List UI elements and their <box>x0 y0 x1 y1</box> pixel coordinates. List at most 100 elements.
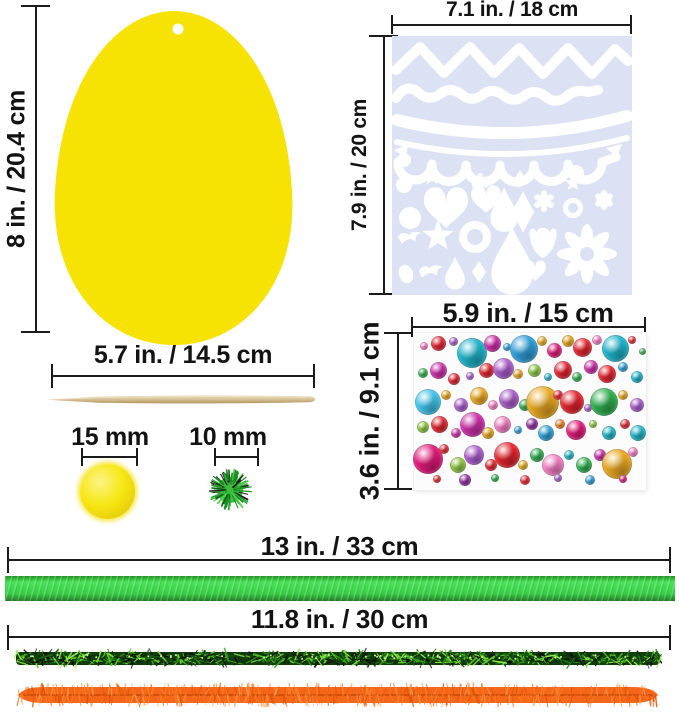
gem <box>464 445 484 465</box>
gem <box>466 372 474 380</box>
gem <box>538 425 554 441</box>
gem <box>492 357 514 379</box>
gem <box>560 390 584 414</box>
gem <box>618 390 628 400</box>
gem <box>592 335 602 345</box>
gem <box>602 426 616 440</box>
gem <box>584 360 598 374</box>
egg-hanging-hole <box>172 23 184 35</box>
gem <box>585 475 595 485</box>
green-pom-measure-tick-left <box>214 448 216 466</box>
gem <box>494 442 520 468</box>
pipe-cleaner-measure-tick-right <box>669 625 671 650</box>
gem-sheet-width-label: 5.9 in. / 15 cm <box>442 298 614 328</box>
gem <box>518 460 528 470</box>
yellow-egg-cutout <box>54 11 293 345</box>
gem <box>417 421 429 433</box>
gem <box>513 369 523 379</box>
gem <box>546 342 562 358</box>
stick-measure-tick-right <box>313 364 315 388</box>
egg-height-measure-line <box>35 6 37 333</box>
wooden-stick <box>47 395 315 404</box>
gem <box>537 336 547 346</box>
green-pom-measure-line <box>215 456 259 458</box>
gem <box>433 475 441 483</box>
gem-sheet-width-measure-tick-left <box>411 317 413 337</box>
green-tinsel-pipe-cleaner <box>14 647 662 669</box>
yellow-pom-measure-tick-right <box>136 448 138 466</box>
stencil-width-label: 7.1 in. / 18 cm <box>445 0 579 21</box>
gem <box>430 415 448 433</box>
gem <box>439 444 449 454</box>
gem <box>450 457 466 473</box>
stick-length-label: 5.7 in. / 14.5 cm <box>93 341 273 369</box>
gem-sheet <box>413 333 646 490</box>
stencil-width-measure-tick-left <box>391 15 393 34</box>
stencil-pattern <box>391 42 633 295</box>
gem <box>602 449 632 479</box>
gem <box>530 448 544 462</box>
gem <box>564 450 574 460</box>
egg-height-label: 8 in. / 20.4 cm <box>2 89 31 249</box>
gem <box>619 475 627 483</box>
stick-measure-tick-left <box>51 364 53 388</box>
gem <box>562 335 574 347</box>
gem <box>459 411 485 437</box>
gem <box>590 388 618 416</box>
gem <box>470 387 488 405</box>
gem <box>572 337 592 357</box>
gem <box>415 389 441 415</box>
gem <box>485 459 497 471</box>
gem-sheet-width-measure-line <box>412 326 646 328</box>
gem <box>544 373 552 381</box>
gem-sheet-height-measure-tick-bottom <box>384 488 412 490</box>
stencil-height-measure-tick-top <box>369 35 398 37</box>
pipe-cleaner-length-label: 11.8 in. / 30 cm <box>250 604 429 634</box>
gem <box>554 361 572 379</box>
gem <box>429 361 447 379</box>
gem <box>503 343 511 351</box>
gem <box>554 474 562 482</box>
gem <box>601 334 629 362</box>
gem <box>520 475 530 485</box>
gem <box>459 474 471 486</box>
gem <box>448 336 458 346</box>
yellow-pom-measure-tick-left <box>81 448 83 466</box>
green-pom-size-label: 10 mm <box>189 423 267 451</box>
gem <box>510 335 538 363</box>
ribbon-length-label: 13 in. / 33 cm <box>260 531 419 561</box>
gem <box>542 454 564 476</box>
gem <box>638 347 646 355</box>
gem <box>482 427 494 439</box>
ribbon-measure-line <box>8 559 671 561</box>
gem <box>572 372 582 382</box>
gem <box>413 444 443 474</box>
green-pom-measure-tick-right <box>257 448 259 466</box>
stick-measure-line <box>52 375 314 377</box>
gem <box>630 425 646 441</box>
gem-sheet-height-measure-line <box>397 333 399 490</box>
orange-chenille-pipe-cleaner <box>16 682 658 708</box>
gem <box>514 426 522 434</box>
pipe-cleaner-measure-line <box>8 636 671 638</box>
gem <box>628 447 638 457</box>
yellow-pom-measure-line <box>82 456 138 458</box>
egg-height-measure-tick-top <box>21 5 50 7</box>
egg-height-measure-tick-bottom <box>21 331 50 333</box>
pipe-cleaner-measure-tick-left <box>7 625 9 650</box>
ribbon-measure-tick-right <box>669 547 671 573</box>
stencil-height-measure-line <box>383 36 385 295</box>
gem <box>499 389 519 409</box>
gem <box>618 362 628 372</box>
gem <box>420 342 428 350</box>
gem <box>620 419 630 429</box>
gem <box>454 398 468 412</box>
green-ribbon <box>5 576 675 601</box>
gem <box>448 373 460 385</box>
gem <box>555 419 565 429</box>
gem <box>493 415 511 433</box>
yellow-pom-size-label: 15 mm <box>71 423 149 451</box>
ribbon-measure-tick-left <box>7 547 9 573</box>
gem <box>566 420 586 440</box>
